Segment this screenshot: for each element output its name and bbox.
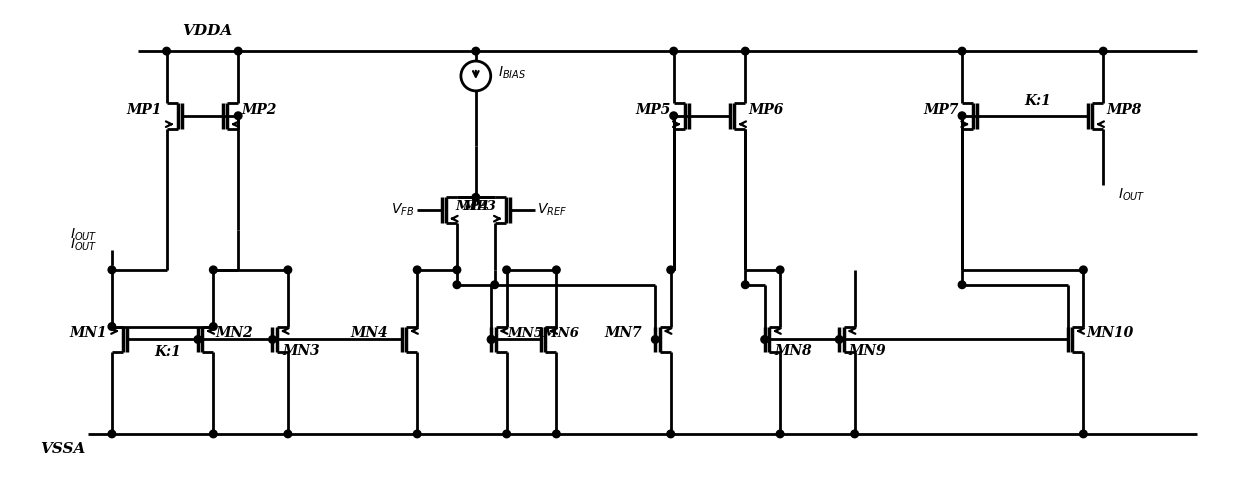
Text: VSSA: VSSA	[41, 442, 86, 456]
Circle shape	[742, 48, 749, 55]
Circle shape	[162, 48, 170, 55]
Circle shape	[553, 266, 560, 273]
Text: MP5: MP5	[635, 103, 671, 117]
Text: VDDA: VDDA	[182, 24, 232, 38]
Circle shape	[491, 281, 498, 289]
Circle shape	[234, 112, 242, 120]
Circle shape	[959, 48, 966, 55]
Text: MN9: MN9	[848, 344, 887, 358]
Circle shape	[836, 336, 843, 343]
Circle shape	[453, 266, 461, 273]
Circle shape	[553, 430, 560, 438]
Circle shape	[667, 430, 675, 438]
Text: $V_{FB}$: $V_{FB}$	[392, 202, 414, 219]
Circle shape	[1080, 430, 1087, 438]
Circle shape	[210, 430, 217, 438]
Text: $V_{REF}$: $V_{REF}$	[537, 202, 567, 219]
Text: MP8: MP8	[1106, 103, 1142, 117]
Circle shape	[742, 281, 749, 289]
Circle shape	[284, 266, 291, 273]
Circle shape	[651, 336, 660, 343]
Text: MP2: MP2	[241, 103, 277, 117]
Text: MN7: MN7	[604, 326, 642, 341]
Circle shape	[503, 430, 511, 438]
Text: MP6: MP6	[748, 103, 784, 117]
Text: MN3: MN3	[281, 344, 320, 358]
Circle shape	[453, 281, 461, 289]
Text: $I_{OUT}$: $I_{OUT}$	[1118, 187, 1146, 203]
Circle shape	[108, 323, 115, 330]
Circle shape	[210, 266, 217, 273]
Text: $I_{OUT}$: $I_{OUT}$	[69, 227, 97, 243]
Circle shape	[210, 323, 217, 330]
Circle shape	[670, 48, 677, 55]
Text: MN8: MN8	[774, 344, 812, 358]
Circle shape	[413, 266, 420, 273]
Circle shape	[851, 430, 858, 438]
Circle shape	[487, 336, 495, 343]
Circle shape	[667, 266, 675, 273]
Circle shape	[234, 48, 242, 55]
Circle shape	[269, 336, 277, 343]
Text: MN5MN6: MN5MN6	[507, 327, 579, 340]
Text: MP3: MP3	[463, 200, 496, 213]
Circle shape	[761, 336, 769, 343]
Circle shape	[1100, 48, 1107, 55]
Circle shape	[108, 266, 115, 273]
Circle shape	[195, 336, 202, 343]
Circle shape	[776, 430, 784, 438]
Text: MP4: MP4	[456, 200, 490, 213]
Circle shape	[1080, 266, 1087, 273]
Circle shape	[413, 430, 420, 438]
Circle shape	[503, 266, 511, 273]
Circle shape	[472, 48, 480, 55]
Text: MP1: MP1	[126, 103, 161, 117]
Text: MN4: MN4	[351, 326, 388, 341]
Circle shape	[284, 430, 291, 438]
Text: $I_{BIAS}$: $I_{BIAS}$	[497, 65, 526, 81]
Circle shape	[108, 430, 115, 438]
Circle shape	[472, 194, 480, 201]
Text: K:1: K:1	[154, 345, 181, 359]
Text: MN10: MN10	[1086, 326, 1133, 341]
Circle shape	[487, 336, 495, 343]
Text: MN1: MN1	[69, 326, 107, 341]
Circle shape	[776, 266, 784, 273]
Text: MP7: MP7	[924, 103, 959, 117]
Circle shape	[959, 281, 966, 289]
Text: $I_{OUT}$: $I_{OUT}$	[69, 237, 97, 253]
Circle shape	[959, 112, 966, 120]
Text: MN2: MN2	[216, 326, 253, 341]
Circle shape	[670, 112, 677, 120]
Text: K:1: K:1	[1024, 94, 1052, 108]
